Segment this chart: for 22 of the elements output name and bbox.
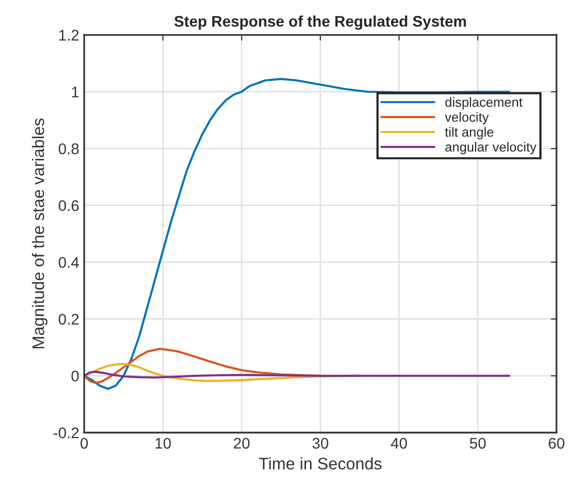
y-tick-label: 0.8	[58, 143, 79, 154]
y-axis-title: Magnitude of the stae variables	[32, 118, 48, 348]
y-tick-label: 1	[72, 86, 79, 98]
x-tick-label: 10	[156, 438, 171, 449]
x-tick-label: 20	[234, 438, 250, 449]
y-tick-label: 0.2	[58, 314, 79, 325]
x-tick-label: 0	[80, 438, 88, 449]
chart-title: Step Response of the Regulated System	[174, 16, 466, 30]
x-tick-label: 30	[312, 438, 328, 449]
legend-label: angular velocity	[445, 142, 536, 154]
y-tick-label: 1.2	[59, 30, 79, 40]
legend-label: velocity	[444, 112, 489, 124]
y-tick-label: 0.4	[58, 257, 79, 268]
legend-label: displacement	[445, 97, 522, 110]
x-tick-label: 40	[390, 438, 407, 449]
y-tick-label: -0.2	[54, 427, 79, 438]
x-tick-label: 50	[470, 438, 486, 449]
legend-label: tilt angle	[445, 127, 494, 140]
y-tick-label: 0.6	[58, 200, 79, 212]
y-tick-label: 0	[71, 370, 79, 382]
x-axis-title: Time in Seconds	[258, 457, 382, 470]
x-tick-label: 60	[548, 438, 564, 449]
